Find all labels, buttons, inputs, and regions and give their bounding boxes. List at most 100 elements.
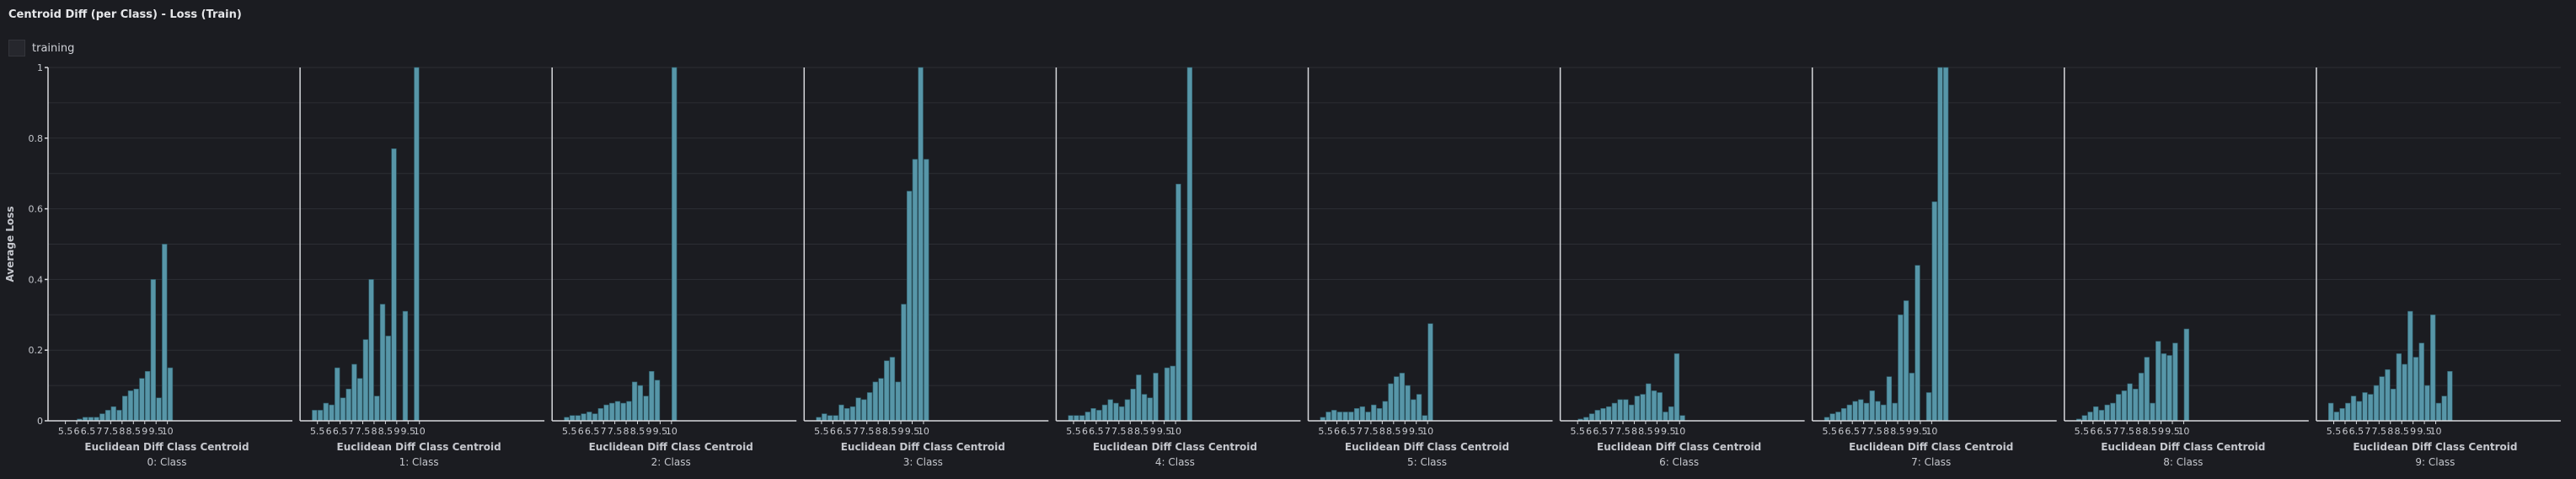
bar[interactable] bbox=[2396, 353, 2402, 422]
bar[interactable] bbox=[1915, 265, 1920, 422]
bar[interactable] bbox=[620, 402, 626, 422]
bar[interactable] bbox=[127, 390, 134, 422]
bar[interactable] bbox=[1869, 390, 1875, 422]
bar[interactable] bbox=[1852, 401, 1858, 422]
bar[interactable] bbox=[2093, 406, 2099, 422]
bar[interactable] bbox=[1875, 401, 1881, 422]
bar[interactable] bbox=[838, 404, 844, 422]
bar[interactable] bbox=[1186, 67, 1193, 422]
bar[interactable] bbox=[329, 404, 335, 422]
bar[interactable] bbox=[1422, 415, 1427, 422]
bar[interactable] bbox=[1588, 413, 1595, 422]
bar[interactable] bbox=[575, 415, 581, 422]
bar[interactable] bbox=[827, 415, 833, 422]
bar[interactable] bbox=[1628, 404, 1635, 422]
bar[interactable] bbox=[849, 406, 856, 422]
bar[interactable] bbox=[312, 410, 318, 422]
bar[interactable] bbox=[1903, 300, 1909, 422]
bar[interactable] bbox=[1846, 404, 1853, 422]
bar[interactable] bbox=[139, 378, 145, 422]
bar[interactable] bbox=[1382, 401, 1388, 422]
bar[interactable] bbox=[2402, 363, 2407, 422]
bar[interactable] bbox=[631, 381, 638, 422]
bar[interactable] bbox=[603, 404, 609, 422]
bar[interactable] bbox=[906, 191, 913, 422]
bar[interactable] bbox=[586, 412, 592, 422]
bar[interactable] bbox=[1835, 412, 1841, 422]
bar[interactable] bbox=[1886, 376, 1893, 422]
bar[interactable] bbox=[1909, 373, 1915, 422]
bar[interactable] bbox=[122, 396, 128, 422]
bar[interactable] bbox=[2127, 383, 2133, 422]
bar[interactable] bbox=[1147, 397, 1153, 422]
bar[interactable] bbox=[1600, 408, 1606, 422]
bar[interactable] bbox=[2441, 396, 2447, 422]
bar[interactable] bbox=[2447, 371, 2453, 422]
bar[interactable] bbox=[643, 396, 649, 422]
legend-swatch[interactable] bbox=[8, 40, 25, 57]
bar[interactable] bbox=[1399, 373, 1406, 422]
bar[interactable] bbox=[156, 397, 162, 422]
bar[interactable] bbox=[162, 244, 168, 422]
bar[interactable] bbox=[843, 408, 850, 422]
bar[interactable] bbox=[649, 371, 655, 422]
bar[interactable] bbox=[104, 410, 111, 422]
bar[interactable] bbox=[1674, 353, 1680, 422]
bar[interactable] bbox=[317, 410, 324, 422]
bar[interactable] bbox=[1176, 183, 1181, 422]
bar[interactable] bbox=[1130, 388, 1136, 422]
bar[interactable] bbox=[133, 388, 139, 422]
bar[interactable] bbox=[2368, 394, 2374, 422]
bar[interactable] bbox=[1651, 390, 1658, 422]
bar[interactable] bbox=[1394, 376, 1400, 422]
bar[interactable] bbox=[1411, 399, 1417, 422]
bar[interactable] bbox=[1646, 383, 1652, 422]
bar[interactable] bbox=[2435, 402, 2442, 422]
bar[interactable] bbox=[1943, 67, 1949, 422]
bar[interactable] bbox=[855, 397, 861, 422]
bar[interactable] bbox=[2156, 341, 2161, 422]
bar[interactable] bbox=[861, 399, 867, 422]
bar[interactable] bbox=[1679, 415, 1685, 422]
bar[interactable] bbox=[626, 401, 632, 422]
bar[interactable] bbox=[2407, 310, 2413, 422]
bar[interactable] bbox=[1388, 383, 1394, 422]
bar[interactable] bbox=[414, 67, 420, 422]
bar[interactable] bbox=[2385, 369, 2391, 422]
bar[interactable] bbox=[144, 371, 151, 422]
bar[interactable] bbox=[1084, 412, 1090, 422]
bar[interactable] bbox=[2390, 388, 2397, 422]
bar[interactable] bbox=[110, 406, 116, 422]
bar[interactable] bbox=[2345, 402, 2351, 422]
legend[interactable]: training bbox=[8, 40, 74, 57]
bar[interactable] bbox=[1898, 314, 1904, 422]
bar[interactable] bbox=[2081, 415, 2087, 422]
bar[interactable] bbox=[1925, 392, 1932, 422]
bar[interactable] bbox=[2172, 342, 2178, 422]
bar[interactable] bbox=[901, 304, 907, 422]
bar[interactable] bbox=[368, 279, 374, 422]
bar[interactable] bbox=[1141, 394, 1148, 422]
bar[interactable] bbox=[379, 304, 386, 422]
bar[interactable] bbox=[833, 415, 838, 422]
bar[interactable] bbox=[335, 367, 340, 422]
bar[interactable] bbox=[637, 385, 644, 422]
bar[interactable] bbox=[1365, 412, 1371, 422]
legend-label[interactable]: training bbox=[32, 41, 75, 55]
bar[interactable] bbox=[1153, 373, 1159, 422]
bar[interactable] bbox=[2087, 412, 2093, 422]
bar[interactable] bbox=[99, 413, 105, 422]
bar[interactable] bbox=[1119, 406, 1125, 422]
bar[interactable] bbox=[884, 360, 890, 422]
bar[interactable] bbox=[1359, 406, 1365, 422]
bar[interactable] bbox=[2183, 328, 2189, 422]
bar[interactable] bbox=[672, 67, 677, 422]
bar[interactable] bbox=[2333, 412, 2340, 422]
bar[interactable] bbox=[2161, 353, 2167, 422]
bar[interactable] bbox=[362, 339, 369, 422]
bar[interactable] bbox=[150, 279, 157, 422]
bar[interactable] bbox=[1937, 67, 1943, 422]
bar[interactable] bbox=[1892, 402, 1898, 422]
bar[interactable] bbox=[1113, 402, 1119, 422]
bar[interactable] bbox=[895, 381, 901, 422]
